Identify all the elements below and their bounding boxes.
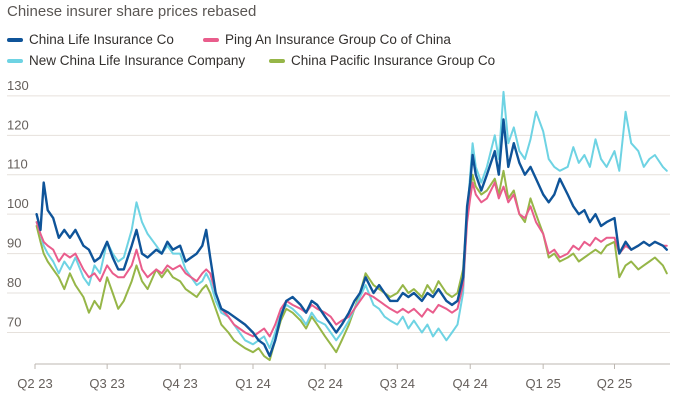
legend-label-china-life: China Life Insurance Co <box>29 32 174 47</box>
chart-title: Chinese insurer share prices rebased <box>7 3 257 20</box>
x-tick-label-8: Q2 25 <box>597 376 632 391</box>
series-line-china-life <box>35 118 668 358</box>
y-tick-label-120: 120 <box>7 117 29 132</box>
grid-lines <box>7 95 670 369</box>
legend-item-china-life: China Life Insurance Co <box>7 32 174 47</box>
legend-swatch-china-pacific <box>269 58 285 63</box>
legend-label-new-china-life: New China Life Insurance Company <box>29 53 246 68</box>
legend-swatch-ping-an <box>203 37 219 42</box>
x-tick-label-0: Q2 23 <box>17 376 52 391</box>
legend-label-china-pacific: China Pacific Insurance Group Co <box>291 53 496 68</box>
legend-item-ping-an: Ping An Insurance Group Co of China <box>203 32 451 47</box>
x-tick-label-3: Q1 24 <box>235 376 270 391</box>
x-tick-label-5: Q3 24 <box>380 376 415 391</box>
x-tick-label-2: Q4 23 <box>162 376 197 391</box>
series-lines <box>35 90 668 362</box>
x-tick-label-6: Q4 24 <box>453 376 488 391</box>
legend-item-china-pacific: China Pacific Insurance Group Co <box>269 53 495 68</box>
y-axis-tick-labels: 70 80 90 100 110 120 130 <box>7 78 29 330</box>
y-tick-label-100: 100 <box>7 196 29 211</box>
x-axis-tick-labels: Q2 23 Q3 23 Q4 23 Q1 24 Q2 24 Q3 24 Q4 24 Q1 25… <box>17 376 632 391</box>
legend-swatch-china-life <box>7 37 23 42</box>
x-tick-label-1: Q3 23 <box>89 376 124 391</box>
x-tick-label-4: Q2 24 <box>307 376 342 391</box>
y-tick-label-110: 110 <box>7 157 28 172</box>
x-tick-label-7: Q1 25 <box>525 376 560 391</box>
series-line-ping-an <box>35 181 668 338</box>
y-tick-label-130: 130 <box>7 78 29 93</box>
series-line-new-china-life <box>35 90 668 350</box>
legend-label-ping-an: Ping An Insurance Group Co of China <box>225 32 451 47</box>
y-tick-label-70: 70 <box>7 314 21 329</box>
y-tick-label-80: 80 <box>7 275 21 290</box>
legend-item-new-china-life: New China Life Insurance Company <box>7 53 245 68</box>
legend-swatch-new-china-life <box>7 58 23 63</box>
y-tick-label-90: 90 <box>7 236 21 251</box>
